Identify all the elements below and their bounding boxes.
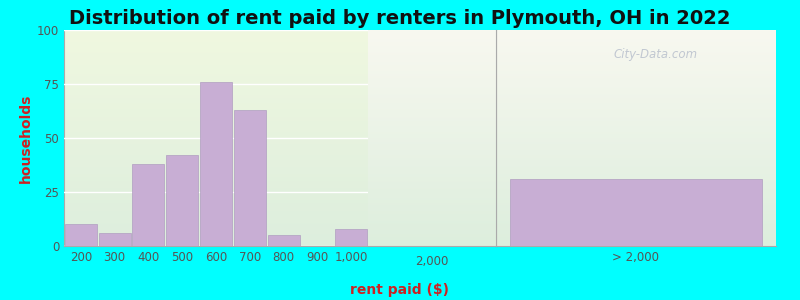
Bar bbox=[267, 235, 300, 246]
Bar bbox=[200, 82, 232, 246]
Text: rent paid ($): rent paid ($) bbox=[350, 283, 450, 297]
Text: Distribution of rent paid by renters in Plymouth, OH in 2022: Distribution of rent paid by renters in … bbox=[70, 9, 730, 28]
Bar bbox=[98, 233, 130, 246]
Bar bbox=[335, 229, 367, 246]
Y-axis label: households: households bbox=[18, 93, 33, 183]
Bar bbox=[65, 224, 97, 246]
Text: City-Data.com: City-Data.com bbox=[614, 47, 698, 61]
Bar bbox=[166, 155, 198, 246]
Bar bbox=[133, 164, 165, 246]
Text: 2,000: 2,000 bbox=[415, 255, 449, 268]
Bar bbox=[510, 179, 762, 246]
Bar bbox=[234, 110, 266, 246]
